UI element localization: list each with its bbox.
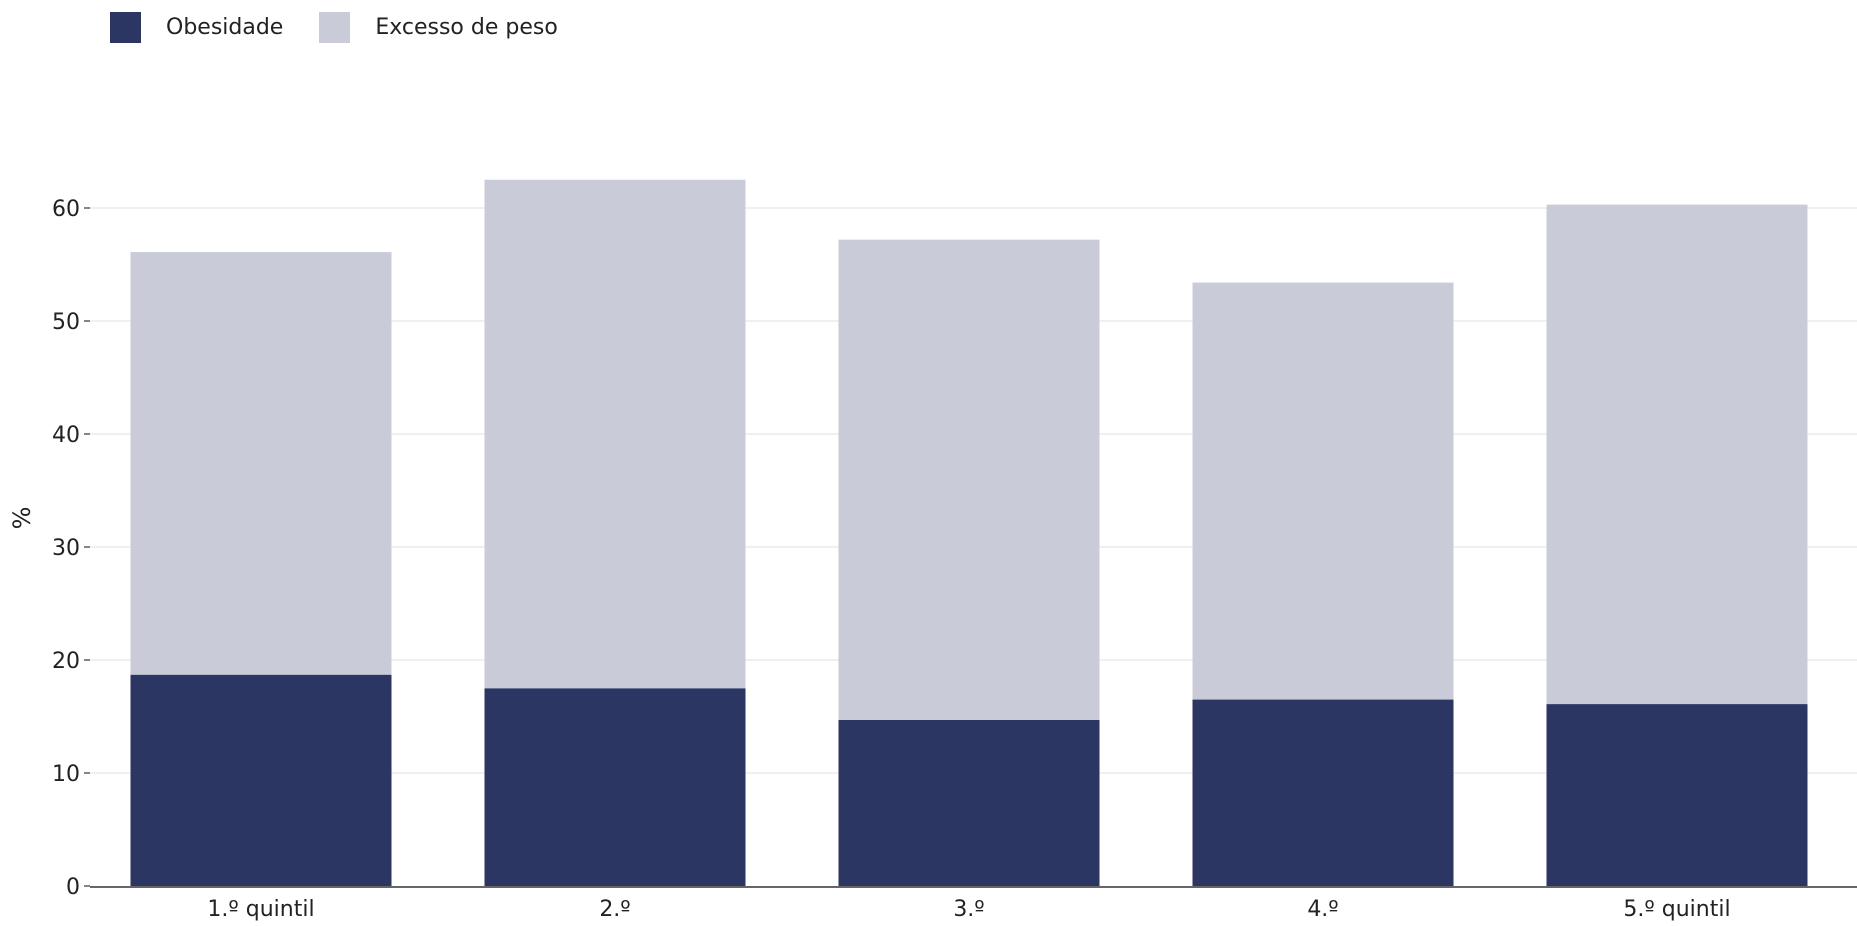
legend-item-obesidade[interactable]: Obesidade — [110, 12, 283, 43]
y-tick-label-60: 60 — [52, 197, 80, 222]
y-tick-label-20: 20 — [52, 649, 80, 674]
x-axis-ticks: 1.º quintil 2.º 3.º 4.º 5.º quintil — [207, 897, 1730, 922]
legend: Obesidade Excesso de peso — [110, 12, 594, 43]
y-tick-label-50: 50 — [52, 310, 80, 335]
y-tick-label-40: 40 — [52, 423, 80, 448]
bar-obesidade-1[interactable] — [130, 674, 392, 886]
y-tick-label-30: 30 — [52, 536, 80, 561]
x-tick-label-5: 5.º quintil — [1623, 897, 1730, 922]
legend-swatch-excesso-de-peso — [319, 12, 351, 43]
x-tick-label-1: 1.º quintil — [207, 897, 314, 922]
bar-obesidade-4[interactable] — [1192, 699, 1454, 886]
bar-obesidade-5[interactable] — [1546, 704, 1808, 886]
legend-swatch-obesidade — [110, 12, 141, 43]
bar-excesso-de-peso-1[interactable] — [130, 252, 392, 675]
bar-excesso-de-peso-4[interactable] — [1192, 282, 1454, 700]
x-tick-label-3: 3.º — [953, 897, 984, 922]
legend-label-excesso-de-peso: Excesso de peso — [375, 15, 558, 40]
bar-excesso-de-peso-3[interactable] — [838, 239, 1100, 720]
x-tick-label-2: 2.º — [599, 897, 630, 922]
y-tick-label-10: 10 — [52, 762, 80, 787]
bar-obesidade-2[interactable] — [484, 688, 746, 886]
y-axis-ticks: 0 10 20 30 40 50 60 — [52, 197, 90, 900]
y-tick-label-0: 0 — [66, 875, 80, 900]
x-tick-label-4: 4.º — [1307, 897, 1338, 922]
legend-item-excesso-de-peso[interactable]: Excesso de peso — [319, 12, 558, 43]
bars — [130, 179, 1808, 886]
bar-obesidade-3[interactable] — [838, 719, 1100, 886]
legend-label-obesidade: Obesidade — [166, 15, 284, 40]
y-axis-title: % — [8, 507, 36, 530]
bar-excesso-de-peso-2[interactable] — [484, 179, 746, 689]
bar-excesso-de-peso-5[interactable] — [1546, 204, 1808, 705]
